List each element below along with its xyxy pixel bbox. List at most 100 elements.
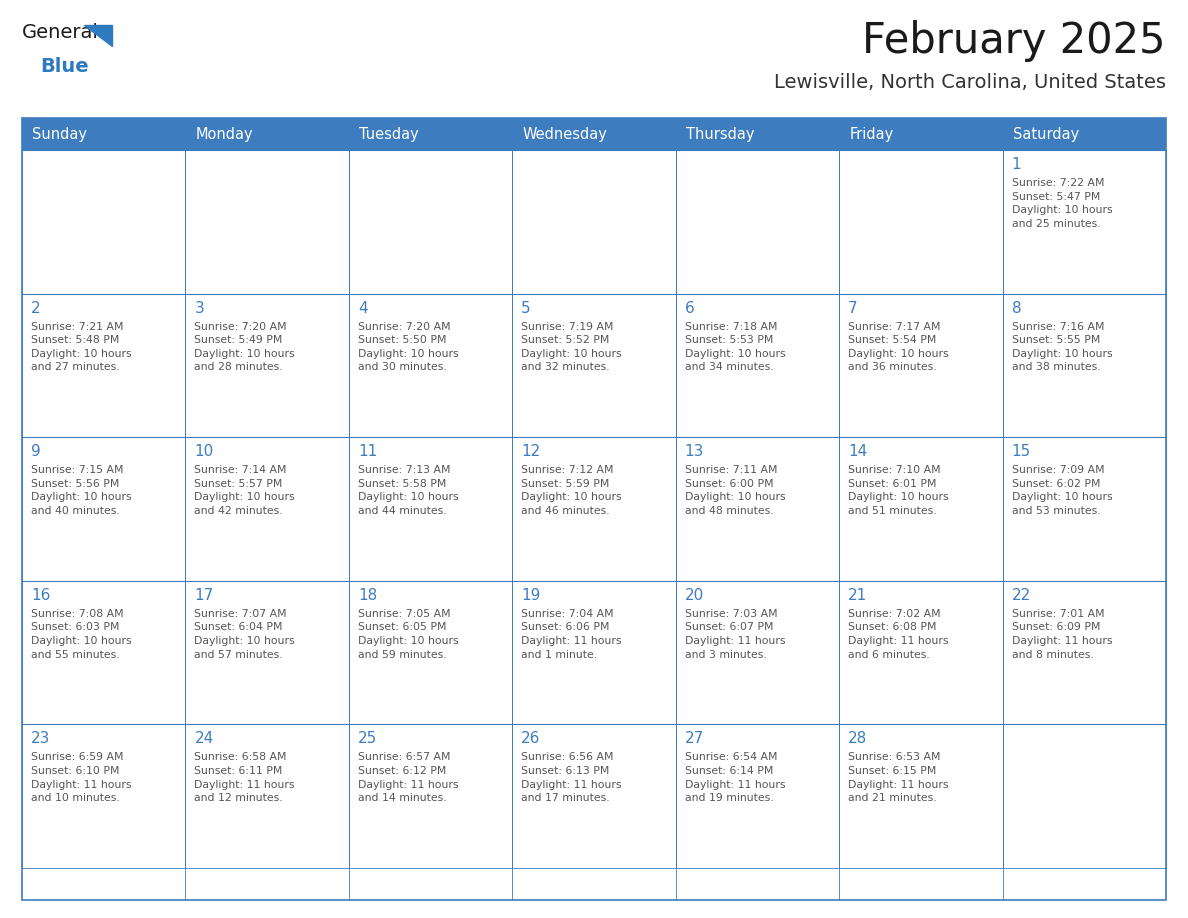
Text: Sunrise: 7:17 AM
Sunset: 5:54 PM
Daylight: 10 hours
and 36 minutes.: Sunrise: 7:17 AM Sunset: 5:54 PM Dayligh… bbox=[848, 321, 949, 373]
Bar bbox=[185, 581, 349, 724]
Text: 1: 1 bbox=[1011, 157, 1022, 172]
Bar bbox=[1003, 581, 1165, 724]
Bar bbox=[23, 118, 1165, 900]
Text: Sunrise: 7:11 AM
Sunset: 6:00 PM
Daylight: 10 hours
and 48 minutes.: Sunrise: 7:11 AM Sunset: 6:00 PM Dayligh… bbox=[684, 465, 785, 516]
Bar bbox=[839, 294, 1003, 437]
Bar bbox=[676, 581, 839, 724]
Bar bbox=[1003, 724, 1165, 868]
Text: Wednesday: Wednesday bbox=[523, 127, 607, 141]
Bar bbox=[512, 437, 676, 581]
Text: 3: 3 bbox=[195, 300, 204, 316]
Bar bbox=[1003, 437, 1165, 581]
Text: Sunrise: 7:03 AM
Sunset: 6:07 PM
Daylight: 11 hours
and 3 minutes.: Sunrise: 7:03 AM Sunset: 6:07 PM Dayligh… bbox=[684, 609, 785, 660]
Text: Sunrise: 7:22 AM
Sunset: 5:47 PM
Daylight: 10 hours
and 25 minutes.: Sunrise: 7:22 AM Sunset: 5:47 PM Dayligh… bbox=[1011, 178, 1112, 229]
Text: 14: 14 bbox=[848, 444, 867, 459]
Bar bbox=[23, 581, 185, 724]
Text: Sunrise: 7:02 AM
Sunset: 6:08 PM
Daylight: 11 hours
and 6 minutes.: Sunrise: 7:02 AM Sunset: 6:08 PM Dayligh… bbox=[848, 609, 949, 660]
Bar bbox=[839, 150, 1003, 294]
Bar bbox=[1003, 294, 1165, 437]
Bar bbox=[23, 724, 185, 868]
Text: 28: 28 bbox=[848, 732, 867, 746]
Text: Sunrise: 6:59 AM
Sunset: 6:10 PM
Daylight: 11 hours
and 10 minutes.: Sunrise: 6:59 AM Sunset: 6:10 PM Dayligh… bbox=[31, 753, 132, 803]
Bar bbox=[349, 150, 512, 294]
Text: 20: 20 bbox=[684, 588, 704, 603]
Text: Tuesday: Tuesday bbox=[359, 127, 418, 141]
Text: Sunrise: 6:56 AM
Sunset: 6:13 PM
Daylight: 11 hours
and 17 minutes.: Sunrise: 6:56 AM Sunset: 6:13 PM Dayligh… bbox=[522, 753, 621, 803]
Bar bbox=[512, 724, 676, 868]
Text: 17: 17 bbox=[195, 588, 214, 603]
Bar bbox=[676, 724, 839, 868]
Text: Thursday: Thursday bbox=[685, 127, 754, 141]
Bar bbox=[185, 724, 349, 868]
Text: Sunrise: 6:53 AM
Sunset: 6:15 PM
Daylight: 11 hours
and 21 minutes.: Sunrise: 6:53 AM Sunset: 6:15 PM Dayligh… bbox=[848, 753, 949, 803]
Text: Sunrise: 7:12 AM
Sunset: 5:59 PM
Daylight: 10 hours
and 46 minutes.: Sunrise: 7:12 AM Sunset: 5:59 PM Dayligh… bbox=[522, 465, 621, 516]
Bar bbox=[23, 294, 185, 437]
Text: Friday: Friday bbox=[849, 127, 893, 141]
Text: Sunrise: 7:08 AM
Sunset: 6:03 PM
Daylight: 10 hours
and 55 minutes.: Sunrise: 7:08 AM Sunset: 6:03 PM Dayligh… bbox=[31, 609, 132, 660]
Bar bbox=[676, 150, 839, 294]
Text: 12: 12 bbox=[522, 444, 541, 459]
Text: Sunrise: 7:09 AM
Sunset: 6:02 PM
Daylight: 10 hours
and 53 minutes.: Sunrise: 7:09 AM Sunset: 6:02 PM Dayligh… bbox=[1011, 465, 1112, 516]
Text: 23: 23 bbox=[31, 732, 50, 746]
Text: February 2025: February 2025 bbox=[862, 20, 1165, 62]
Bar bbox=[1003, 150, 1165, 294]
Text: 24: 24 bbox=[195, 732, 214, 746]
Text: Sunrise: 7:10 AM
Sunset: 6:01 PM
Daylight: 10 hours
and 51 minutes.: Sunrise: 7:10 AM Sunset: 6:01 PM Dayligh… bbox=[848, 465, 949, 516]
Bar bbox=[185, 150, 349, 294]
Text: Sunrise: 7:21 AM
Sunset: 5:48 PM
Daylight: 10 hours
and 27 minutes.: Sunrise: 7:21 AM Sunset: 5:48 PM Dayligh… bbox=[31, 321, 132, 373]
Text: 19: 19 bbox=[522, 588, 541, 603]
Text: Sunday: Sunday bbox=[32, 127, 87, 141]
Text: 11: 11 bbox=[358, 444, 377, 459]
Bar bbox=[512, 581, 676, 724]
Text: 2: 2 bbox=[31, 300, 40, 316]
Text: Sunrise: 7:20 AM
Sunset: 5:50 PM
Daylight: 10 hours
and 30 minutes.: Sunrise: 7:20 AM Sunset: 5:50 PM Dayligh… bbox=[358, 321, 459, 373]
Bar bbox=[839, 437, 1003, 581]
Text: Sunrise: 7:01 AM
Sunset: 6:09 PM
Daylight: 11 hours
and 8 minutes.: Sunrise: 7:01 AM Sunset: 6:09 PM Dayligh… bbox=[1011, 609, 1112, 660]
Text: Sunrise: 7:05 AM
Sunset: 6:05 PM
Daylight: 10 hours
and 59 minutes.: Sunrise: 7:05 AM Sunset: 6:05 PM Dayligh… bbox=[358, 609, 459, 660]
Text: Lewisville, North Carolina, United States: Lewisville, North Carolina, United State… bbox=[775, 73, 1165, 92]
Text: Sunrise: 7:19 AM
Sunset: 5:52 PM
Daylight: 10 hours
and 32 minutes.: Sunrise: 7:19 AM Sunset: 5:52 PM Dayligh… bbox=[522, 321, 621, 373]
Text: 10: 10 bbox=[195, 444, 214, 459]
Bar bbox=[512, 294, 676, 437]
Text: Saturday: Saturday bbox=[1012, 127, 1079, 141]
Bar bbox=[349, 724, 512, 868]
Text: Sunrise: 6:57 AM
Sunset: 6:12 PM
Daylight: 11 hours
and 14 minutes.: Sunrise: 6:57 AM Sunset: 6:12 PM Dayligh… bbox=[358, 753, 459, 803]
Bar bbox=[23, 150, 185, 294]
Text: Sunrise: 7:14 AM
Sunset: 5:57 PM
Daylight: 10 hours
and 42 minutes.: Sunrise: 7:14 AM Sunset: 5:57 PM Dayligh… bbox=[195, 465, 295, 516]
Text: Monday: Monday bbox=[196, 127, 253, 141]
Text: 26: 26 bbox=[522, 732, 541, 746]
Text: Sunrise: 7:13 AM
Sunset: 5:58 PM
Daylight: 10 hours
and 44 minutes.: Sunrise: 7:13 AM Sunset: 5:58 PM Dayligh… bbox=[358, 465, 459, 516]
Bar bbox=[349, 437, 512, 581]
Bar bbox=[512, 150, 676, 294]
Bar bbox=[676, 437, 839, 581]
Bar bbox=[23, 118, 1165, 150]
Text: 15: 15 bbox=[1011, 444, 1031, 459]
Text: Sunrise: 7:18 AM
Sunset: 5:53 PM
Daylight: 10 hours
and 34 minutes.: Sunrise: 7:18 AM Sunset: 5:53 PM Dayligh… bbox=[684, 321, 785, 373]
Text: Sunrise: 6:58 AM
Sunset: 6:11 PM
Daylight: 11 hours
and 12 minutes.: Sunrise: 6:58 AM Sunset: 6:11 PM Dayligh… bbox=[195, 753, 295, 803]
Text: General: General bbox=[23, 23, 99, 42]
Text: Sunrise: 7:20 AM
Sunset: 5:49 PM
Daylight: 10 hours
and 28 minutes.: Sunrise: 7:20 AM Sunset: 5:49 PM Dayligh… bbox=[195, 321, 295, 373]
Text: Blue: Blue bbox=[40, 57, 89, 76]
Bar bbox=[23, 437, 185, 581]
Text: Sunrise: 7:04 AM
Sunset: 6:06 PM
Daylight: 11 hours
and 1 minute.: Sunrise: 7:04 AM Sunset: 6:06 PM Dayligh… bbox=[522, 609, 621, 660]
Bar bbox=[185, 437, 349, 581]
Text: 16: 16 bbox=[31, 588, 50, 603]
Bar bbox=[839, 724, 1003, 868]
Text: 21: 21 bbox=[848, 588, 867, 603]
Text: 25: 25 bbox=[358, 732, 377, 746]
Polygon shape bbox=[84, 25, 112, 46]
Text: Sunrise: 7:15 AM
Sunset: 5:56 PM
Daylight: 10 hours
and 40 minutes.: Sunrise: 7:15 AM Sunset: 5:56 PM Dayligh… bbox=[31, 465, 132, 516]
Bar bbox=[676, 294, 839, 437]
Text: 13: 13 bbox=[684, 444, 704, 459]
Text: 22: 22 bbox=[1011, 588, 1031, 603]
Bar bbox=[349, 581, 512, 724]
Text: 8: 8 bbox=[1011, 300, 1022, 316]
Text: Sunrise: 7:16 AM
Sunset: 5:55 PM
Daylight: 10 hours
and 38 minutes.: Sunrise: 7:16 AM Sunset: 5:55 PM Dayligh… bbox=[1011, 321, 1112, 373]
Text: Sunrise: 6:54 AM
Sunset: 6:14 PM
Daylight: 11 hours
and 19 minutes.: Sunrise: 6:54 AM Sunset: 6:14 PM Dayligh… bbox=[684, 753, 785, 803]
Text: Sunrise: 7:07 AM
Sunset: 6:04 PM
Daylight: 10 hours
and 57 minutes.: Sunrise: 7:07 AM Sunset: 6:04 PM Dayligh… bbox=[195, 609, 295, 660]
Text: 7: 7 bbox=[848, 300, 858, 316]
Bar bbox=[839, 581, 1003, 724]
Text: 27: 27 bbox=[684, 732, 704, 746]
Text: 9: 9 bbox=[31, 444, 40, 459]
Bar bbox=[185, 294, 349, 437]
